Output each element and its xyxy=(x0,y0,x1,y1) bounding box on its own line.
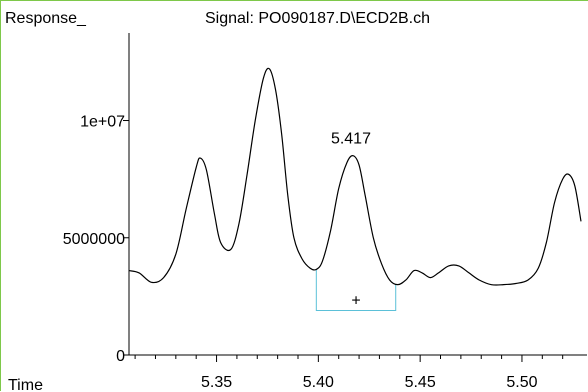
x-tick-label: 5.45 xyxy=(405,374,436,391)
x-axis-label: Time xyxy=(8,377,43,392)
x-tick-label: 5.40 xyxy=(303,374,334,391)
peak-labels: 5.417 xyxy=(331,131,371,148)
x-tick-label: 5.50 xyxy=(506,374,537,391)
y-tick-label: 0 xyxy=(116,348,125,365)
integration-baseline xyxy=(315,269,397,311)
y-axis-label: Response_ xyxy=(5,10,87,27)
y-tick-label: 1e+07 xyxy=(80,114,125,131)
integration-region: + xyxy=(315,269,397,311)
peak-label: 5.417 xyxy=(331,131,371,148)
signal-trace xyxy=(128,67,582,286)
axes: 0 5000000 1e+07 5.35 5.40 5.45 5.50 xyxy=(63,33,587,391)
chart-title: Signal: PO090187.D\ECD2B.ch xyxy=(205,10,430,27)
y-tick-label: 5000000 xyxy=(63,231,125,248)
signal-line xyxy=(128,67,582,286)
integration-marker: + xyxy=(351,293,360,310)
x-tick-label: 5.35 xyxy=(201,374,232,391)
